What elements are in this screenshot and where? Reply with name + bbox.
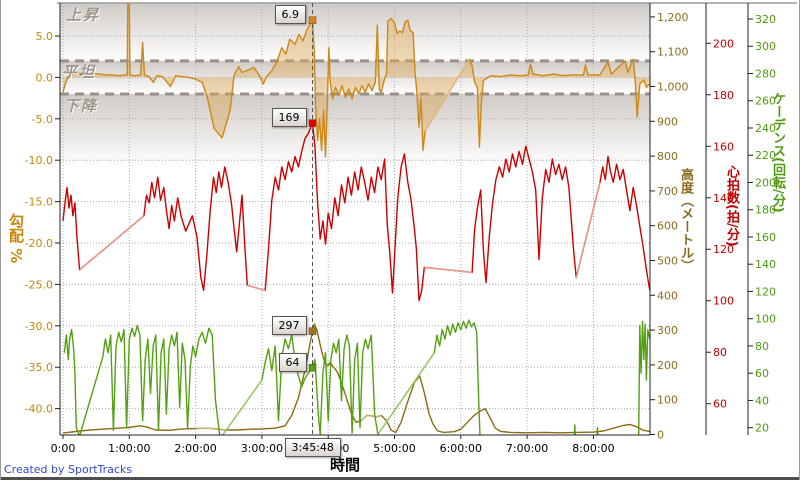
cursor-marker-cadence bbox=[308, 364, 317, 372]
心拍数-pause-segment bbox=[247, 284, 266, 292]
心拍数-series-line bbox=[62, 122, 650, 302]
cadence-tick-label: 320 bbox=[755, 13, 776, 26]
cadence-tick-label: 200 bbox=[755, 176, 776, 189]
高度-pause-segment bbox=[360, 414, 382, 422]
cadence-tick-label: 160 bbox=[755, 231, 776, 244]
勾配-series-line bbox=[62, 3, 650, 158]
grade-tick-label: -35.0 bbox=[25, 361, 53, 374]
grade-tick-label: 0.0 bbox=[36, 71, 54, 84]
cursor-marker-grade bbox=[308, 16, 317, 25]
tooltip-altitude: 297 bbox=[271, 316, 307, 336]
cadence-tick-label: 240 bbox=[755, 122, 776, 135]
heart_rate-tick-label: 60 bbox=[713, 398, 727, 411]
tooltip-cursor-time: 3:45:48 bbox=[284, 438, 341, 457]
cadence-tick-label: 260 bbox=[755, 95, 776, 108]
zone-label-ascent: 上昇 bbox=[66, 6, 101, 24]
zone-band-ascent bbox=[60, 3, 650, 61]
time-tick-label: 0:00 bbox=[51, 442, 76, 455]
cadence-tick-label: 280 bbox=[755, 67, 776, 80]
zone-label-descent: 下降 bbox=[64, 97, 99, 115]
altitude-tick-label: 500 bbox=[657, 255, 678, 268]
tooltip-cadence: 64 bbox=[278, 352, 307, 372]
zone-band-descent bbox=[60, 93, 650, 168]
cadence-tick-label: 140 bbox=[755, 258, 776, 271]
heart-rate-axis-title: 心拍数(拍/分) bbox=[724, 165, 739, 247]
grade-area-fill bbox=[63, 3, 650, 157]
心拍数-pause-segment bbox=[79, 215, 145, 271]
time-tick-label: 7:00:00 bbox=[506, 442, 548, 455]
cadence-tick-label: 220 bbox=[755, 149, 776, 162]
cursor-marker-altitude bbox=[308, 327, 317, 335]
altitude-tick-label: 700 bbox=[657, 185, 678, 198]
cursor-marker-heart_rate bbox=[308, 119, 317, 127]
grade-tick-label: -5.0 bbox=[32, 113, 53, 126]
grade-axis-title: 勾配 % bbox=[7, 213, 25, 264]
zone-label-flat: 平坦 bbox=[62, 63, 97, 81]
altitude-tick-label: 900 bbox=[657, 115, 678, 128]
heart_rate-tick-label: 180 bbox=[713, 89, 734, 102]
heart_rate-tick-label: 80 bbox=[713, 346, 727, 359]
cadence-tick-label: 60 bbox=[755, 367, 769, 380]
time-tick-label: 2:00:00 bbox=[174, 442, 216, 455]
cadence-tick-label: 180 bbox=[755, 204, 776, 217]
altitude-tick-label: 1,000 bbox=[657, 81, 689, 94]
grade-tick-label: -20.0 bbox=[25, 237, 53, 250]
心拍数-pause-segment bbox=[575, 182, 601, 278]
x-axis-title: 時間 bbox=[330, 456, 361, 474]
heart_rate-tick-label: 100 bbox=[713, 295, 734, 308]
勾配-pause-segment bbox=[424, 58, 470, 132]
grade-tick-label: -15.0 bbox=[25, 196, 53, 209]
grade-tick-label: 5.0 bbox=[36, 30, 54, 43]
cadence-tick-label: 20 bbox=[755, 422, 769, 435]
心拍数-pause-segment bbox=[424, 266, 473, 274]
cadence-tick-label: 40 bbox=[755, 394, 769, 407]
grade-tick-label: -40.0 bbox=[25, 403, 53, 416]
heart_rate-tick-label: 160 bbox=[713, 140, 734, 153]
altitude-tick-label: 300 bbox=[657, 324, 678, 337]
altitude-tick-label: 100 bbox=[657, 394, 678, 407]
ケーデンス-pause-segment bbox=[377, 352, 435, 435]
time-tick-label: 8:00:00 bbox=[572, 442, 614, 455]
time-tick-label: 6:00:00 bbox=[440, 442, 482, 455]
altitude-tick-label: 600 bbox=[657, 220, 678, 233]
heart_rate-tick-label: 200 bbox=[713, 37, 734, 50]
高度-pause-segment bbox=[195, 427, 226, 431]
tooltip-grade: 6.9 bbox=[274, 5, 306, 25]
altitude-tick-label: 1,100 bbox=[657, 46, 689, 59]
tooltip-heart-rate: 169 bbox=[271, 108, 307, 128]
time-tick-label: 5:00:00 bbox=[373, 442, 415, 455]
altitude-tick-label: 400 bbox=[657, 289, 678, 302]
ケーデンス-pause-segment bbox=[221, 379, 263, 435]
altitude-tick-label: 1,200 bbox=[657, 11, 689, 24]
cadence-tick-label: 300 bbox=[755, 40, 776, 53]
plot-area[interactable] bbox=[60, 3, 650, 435]
heart_rate-tick-label: 140 bbox=[713, 192, 734, 205]
grade-tick-label: -25.0 bbox=[25, 278, 53, 291]
altitude-tick-label: 200 bbox=[657, 359, 678, 372]
cadence-tick-label: 100 bbox=[755, 313, 776, 326]
grade-tick-label: -30.0 bbox=[25, 320, 53, 333]
cadence-axis-title: ケーデンス(回転/分) bbox=[770, 92, 785, 213]
altitude-tick-label: 800 bbox=[657, 150, 678, 163]
altitude-tick-label: 0 bbox=[657, 429, 664, 442]
heart_rate-tick-label: 120 bbox=[713, 243, 734, 256]
altitude-axis-title: 高度（メートル） bbox=[678, 168, 693, 272]
time-tick-label: 1:00:00 bbox=[108, 442, 150, 455]
cadence-tick-label: 120 bbox=[755, 285, 776, 298]
time-tick-label: 3:00:00 bbox=[241, 442, 283, 455]
grade-tick-label: -10.0 bbox=[25, 154, 53, 167]
footer-credit: Created by SportTracks bbox=[4, 463, 133, 476]
cadence-tick-label: 80 bbox=[755, 340, 769, 353]
